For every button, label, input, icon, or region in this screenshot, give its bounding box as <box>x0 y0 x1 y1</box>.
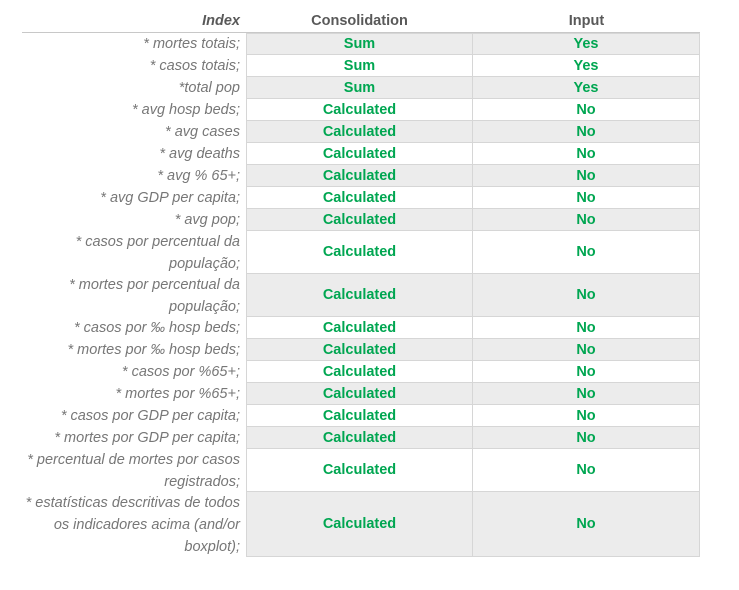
input-cell[interactable]: No <box>473 339 700 361</box>
consolidation-cell[interactable]: Calculated <box>246 339 473 361</box>
consolidation-cell[interactable]: Calculated <box>246 121 473 143</box>
index-cell[interactable]: * mortes por ‰ hosp beds; <box>67 342 240 358</box>
input-cell[interactable]: No <box>473 361 700 383</box>
consolidation-cell[interactable]: Calculated <box>246 492 473 557</box>
index-cell[interactable]: * percentual de mortes por casos registr… <box>27 451 240 490</box>
index-cell[interactable]: * casos por ‰ hosp beds; <box>73 320 240 336</box>
table-row: * avg % 65+; Calculated No <box>22 165 700 187</box>
input-cell[interactable]: No <box>473 427 700 449</box>
index-cell[interactable]: * avg deaths <box>159 146 240 162</box>
input-cell[interactable]: No <box>473 187 700 209</box>
consolidation-cell[interactable]: Sum <box>246 77 473 99</box>
header-index[interactable]: Index <box>202 13 240 29</box>
header-consolidation[interactable]: Consolidation <box>311 13 408 29</box>
input-cell[interactable]: No <box>473 99 700 121</box>
table-row: * casos por ‰ hosp beds; Calculated No <box>22 317 700 339</box>
consolidation-cell[interactable]: Calculated <box>246 165 473 187</box>
input-cell[interactable]: No <box>473 121 700 143</box>
index-cell[interactable]: * avg pop; <box>174 212 240 228</box>
consolidation-cell[interactable]: Calculated <box>246 143 473 165</box>
consolidation-cell[interactable]: Calculated <box>246 99 473 121</box>
table-row: *total pop Sum Yes <box>22 77 700 99</box>
consolidation-cell[interactable]: Calculated <box>246 383 473 405</box>
spreadsheet-table: Index Consolidation Input * mortes totai… <box>22 10 700 557</box>
header-row: Index Consolidation Input <box>22 10 700 33</box>
index-cell[interactable]: * estatísticas descritivas de todos os i… <box>25 494 240 555</box>
table-row: * mortes por percentual da população; Cal… <box>22 274 700 317</box>
index-cell[interactable]: * avg GDP per capita; <box>100 190 240 206</box>
table-row: * mortes totais; Sum Yes <box>22 33 700 55</box>
index-cell[interactable]: * mortes totais; <box>143 36 240 52</box>
table-row: * casos por percentual da população; Calc… <box>22 231 700 274</box>
consolidation-cell[interactable]: Calculated <box>246 274 473 317</box>
index-cell[interactable]: * mortes por percentual da população; <box>69 276 240 315</box>
input-cell[interactable]: No <box>473 383 700 405</box>
input-cell[interactable]: No <box>473 209 700 231</box>
table-row: * avg pop; Calculated No <box>22 209 700 231</box>
consolidation-cell[interactable]: Sum <box>246 33 473 55</box>
input-cell[interactable]: Yes <box>473 33 700 55</box>
index-cell[interactable]: * casos por %65+; <box>121 364 240 380</box>
consolidation-cell[interactable]: Calculated <box>246 209 473 231</box>
index-cell[interactable]: *total pop <box>178 80 240 96</box>
input-cell[interactable]: No <box>473 492 700 557</box>
input-cell[interactable]: No <box>473 405 700 427</box>
consolidation-cell[interactable]: Calculated <box>246 449 473 492</box>
table-row: * casos por GDP per capita; Calculated No <box>22 405 700 427</box>
consolidation-cell[interactable]: Calculated <box>246 231 473 274</box>
input-cell[interactable]: Yes <box>473 77 700 99</box>
consolidation-cell[interactable]: Calculated <box>246 361 473 383</box>
header-input[interactable]: Input <box>568 13 605 29</box>
table-row: * estatísticas descritivas de todos os i… <box>22 492 700 557</box>
input-cell[interactable]: No <box>473 274 700 317</box>
index-cell[interactable]: * casos totais; <box>149 58 240 74</box>
table-row: * avg hosp beds; Calculated No <box>22 99 700 121</box>
table-row: * percentual de mortes por casos registr… <box>22 449 700 492</box>
consolidation-cell[interactable]: Sum <box>246 55 473 77</box>
input-cell[interactable]: No <box>473 143 700 165</box>
input-cell[interactable]: No <box>473 317 700 339</box>
table-body: * mortes totais; Sum Yes * casos totais; Sum… <box>22 33 700 557</box>
table-row: * avg deaths Calculated No <box>22 143 700 165</box>
consolidation-cell[interactable]: Calculated <box>246 317 473 339</box>
table-row: * casos por %65+; Calculated No <box>22 361 700 383</box>
index-cell[interactable]: * avg % 65+; <box>157 168 240 184</box>
table-row: * mortes por %65+; Calculated No <box>22 383 700 405</box>
index-cell[interactable]: * mortes por GDP per capita; <box>54 430 240 446</box>
table-row: * mortes por ‰ hosp beds; Calculated No <box>22 339 700 361</box>
input-cell[interactable]: No <box>473 449 700 492</box>
table-row: * avg cases Calculated No <box>22 121 700 143</box>
index-cell[interactable]: * casos por percentual da população; <box>75 233 240 272</box>
table-row: * mortes por GDP per capita; Calculated No <box>22 427 700 449</box>
consolidation-cell[interactable]: Calculated <box>246 405 473 427</box>
table-row: * casos totais; Sum Yes <box>22 55 700 77</box>
consolidation-cell[interactable]: Calculated <box>246 427 473 449</box>
table-row: * avg GDP per capita; Calculated No <box>22 187 700 209</box>
index-cell[interactable]: * mortes por %65+; <box>115 386 240 402</box>
input-cell[interactable]: No <box>473 231 700 274</box>
index-cell[interactable]: * avg hosp beds; <box>131 102 240 118</box>
consolidation-cell[interactable]: Calculated <box>246 187 473 209</box>
index-cell[interactable]: * avg cases <box>165 124 240 140</box>
index-cell[interactable]: * casos por GDP per capita; <box>60 408 240 424</box>
input-cell[interactable]: Yes <box>473 55 700 77</box>
input-cell[interactable]: No <box>473 165 700 187</box>
